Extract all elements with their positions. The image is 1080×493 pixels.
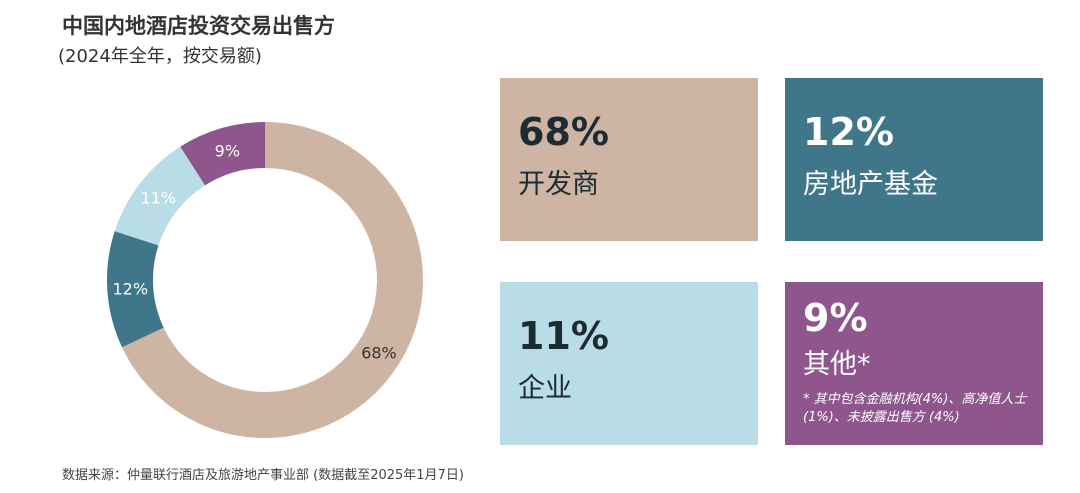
- card-label: 其他*: [803, 349, 871, 380]
- card-label: 房地产基金: [803, 169, 938, 200]
- card-pct: 68%: [518, 110, 609, 154]
- data-label: 11%: [141, 188, 177, 207]
- data-label: 12%: [112, 279, 148, 298]
- card-pct: 11%: [518, 314, 609, 358]
- card-other: 9% 其他* * 其中包含金融机构(4%)、高净值人士 (1%)、未披露出售方 …: [785, 282, 1043, 445]
- card-real-estate-fund: 12% 房地产基金: [785, 78, 1043, 241]
- source-note: 数据来源：仲量联行酒店及旅游地产事业部 (数据截至2025年1月7日): [62, 468, 464, 483]
- card-label: 开发商: [518, 169, 599, 200]
- card-developer: 68% 开发商: [500, 78, 758, 241]
- card-pct: 12%: [803, 110, 894, 154]
- data-label: 68%: [361, 343, 397, 362]
- donut-slice: [106, 231, 164, 348]
- card-pct: 9%: [803, 296, 868, 340]
- card-label: 企业: [518, 373, 572, 404]
- data-label: 9%: [215, 141, 240, 160]
- donut-slice: [122, 122, 423, 438]
- donut-slice: [180, 122, 265, 186]
- donut-slice: [114, 146, 205, 246]
- donut-chart: 68% 12% 11% 9%: [106, 122, 423, 438]
- card-footnote: * 其中包含金融机构(4%)、高净值人士 (1%)、未披露出售方 (4%): [803, 392, 1027, 425]
- chart-subtitle: (2024年全年，按交易额): [58, 46, 262, 67]
- card-corporate: 11% 企业: [500, 282, 758, 445]
- chart-title: 中国内地酒店投资交易出售方: [62, 14, 335, 38]
